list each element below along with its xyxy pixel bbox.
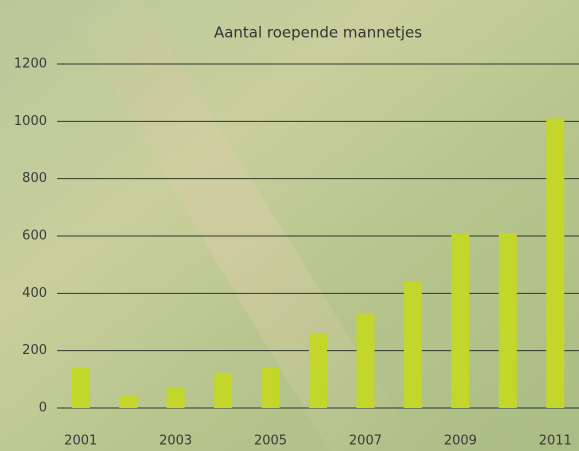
y-tick-label: 1200	[14, 57, 47, 72]
y-tick-label: 200	[22, 343, 47, 358]
bar	[309, 333, 327, 408]
y-tick-label: 600	[22, 229, 47, 244]
bar	[261, 367, 280, 408]
bar	[214, 373, 233, 408]
x-tick-label: 2003	[159, 434, 192, 449]
bar	[166, 387, 185, 408]
chart-title: Aantal roepende mannetjes	[214, 24, 422, 42]
bar	[356, 313, 375, 408]
bar	[451, 233, 470, 408]
bar	[403, 281, 422, 408]
bar	[546, 118, 565, 408]
x-tick-label: 2005	[254, 434, 287, 449]
bar	[71, 367, 90, 408]
bar	[498, 233, 517, 408]
y-tick-label: 0	[39, 401, 47, 416]
x-tick-label: 2011	[539, 434, 572, 449]
y-tick-label: 1000	[14, 114, 47, 129]
x-tick-label: 2009	[444, 434, 477, 449]
y-tick-label: 400	[22, 286, 47, 301]
x-tick-label: 2007	[349, 434, 382, 449]
background-streak	[60, 0, 420, 451]
bar	[119, 395, 138, 408]
x-tick-label: 2001	[64, 434, 97, 449]
y-tick-label: 800	[22, 171, 47, 186]
